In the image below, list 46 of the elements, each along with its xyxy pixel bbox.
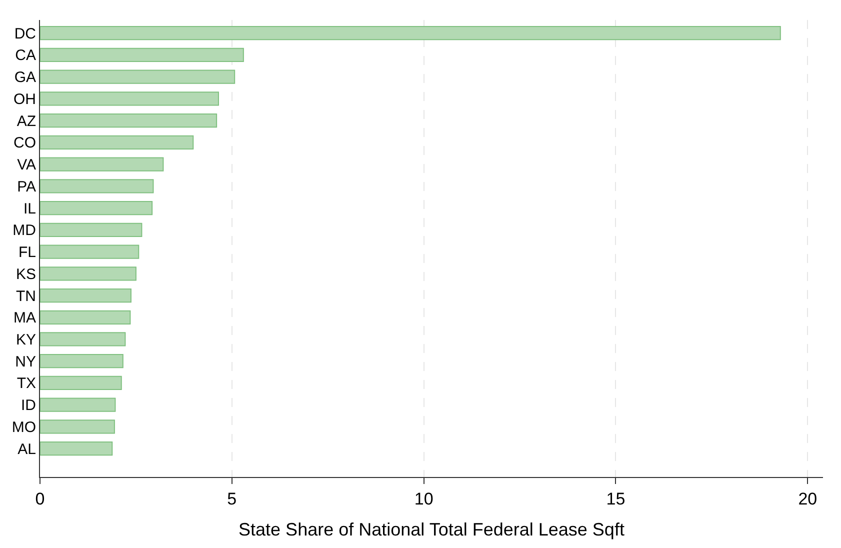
bar — [40, 135, 194, 150]
y-tick-label: KS — [16, 266, 36, 283]
y-tick-label: MO — [12, 418, 36, 436]
bar — [40, 70, 236, 84]
y-tick-label: FL — [18, 244, 36, 262]
bar — [40, 179, 154, 194]
bar — [40, 48, 244, 62]
bar — [40, 398, 116, 412]
bar — [40, 442, 113, 456]
y-tick-label: CA — [15, 47, 36, 64]
bar — [40, 376, 122, 390]
y-tick-label: AZ — [16, 112, 36, 130]
y-tick-label: PA — [17, 178, 36, 196]
y-tick-label: DC — [14, 25, 36, 42]
y-tick-label: CO — [14, 134, 36, 152]
x-tick-label: 5 — [227, 489, 237, 508]
y-tick-label: ID — [21, 397, 36, 414]
bar — [40, 92, 219, 106]
x-tick-label: 20 — [798, 489, 818, 508]
x-tick-label: 10 — [414, 489, 434, 508]
bar — [40, 288, 132, 303]
y-tick-label: IL — [23, 200, 36, 218]
y-tick-label: MA — [14, 310, 36, 327]
bar — [40, 244, 140, 259]
bar — [40, 354, 124, 368]
y-tick-label: TN — [16, 288, 36, 305]
y-tick-label: MD — [12, 222, 36, 240]
bar — [40, 200, 153, 216]
y-tick-label: KY — [16, 331, 36, 348]
y-tick-label: TX — [16, 375, 36, 392]
bar — [40, 266, 136, 281]
y-tick-label: OH — [14, 90, 36, 108]
x-axis-title: State Share of National Total Federal Lease Sqft — [238, 520, 624, 540]
bar — [40, 222, 142, 237]
x-tick-label: 15 — [606, 489, 626, 508]
y-tick-label: AL — [18, 440, 36, 458]
x-tick-label: 0 — [35, 489, 45, 508]
bar — [40, 332, 126, 346]
y-tick-label: NY — [15, 353, 36, 370]
bar — [40, 157, 164, 172]
y-tick-label: GA — [14, 69, 36, 86]
bar — [40, 114, 218, 128]
y-tick-label: VA — [17, 156, 36, 174]
bar — [40, 310, 131, 324]
bar — [40, 420, 115, 434]
bar — [40, 26, 781, 40]
